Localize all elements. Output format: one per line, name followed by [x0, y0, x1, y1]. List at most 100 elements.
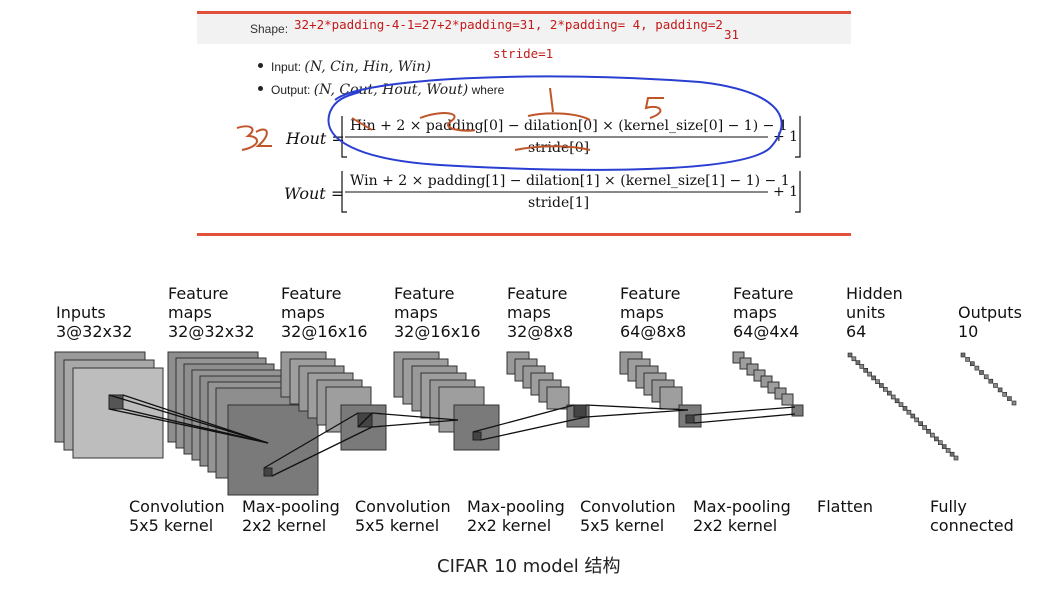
unit-cell	[979, 370, 984, 375]
fmap-64x8-stack	[619, 351, 702, 428]
unit-cell	[969, 361, 975, 367]
bullet-dot	[258, 63, 263, 69]
unit-cell	[851, 356, 857, 362]
w-formula-plus: + 1	[773, 184, 799, 200]
layer-line2: maps	[507, 303, 551, 322]
op-line1: Convolution	[580, 497, 676, 516]
unit-cell	[974, 365, 980, 371]
op-label-pool-2: Max-pooling 2x2 kernel	[467, 497, 565, 535]
inputs-stack	[54, 351, 164, 459]
unit-cell	[914, 417, 920, 423]
layer-line2: 10	[958, 322, 979, 341]
hand-32-3	[236, 125, 258, 151]
unit-cell	[922, 425, 927, 430]
input-prefix: Input:	[271, 60, 302, 74]
h-right-bracket	[795, 116, 801, 158]
layer-line2: units	[846, 303, 886, 322]
input-math: (N, Cin, Hin, Win)	[304, 59, 431, 75]
op-line1: Max-pooling	[242, 497, 340, 516]
layer-label-fmap-64x4: Feature maps 64@4x4	[733, 284, 799, 341]
layer-line3: 64	[846, 322, 867, 341]
op-line1: Max-pooling	[467, 497, 565, 516]
h-left-bracket	[341, 116, 347, 158]
unit-cell	[949, 451, 955, 457]
op-line2: 2x2 kernel	[467, 516, 552, 535]
figure-caption: CIFAR 10 model 结构	[437, 556, 621, 577]
layer-line2: maps	[620, 303, 664, 322]
layer-line2: maps	[168, 303, 212, 322]
layer-line1: Feature	[394, 284, 455, 303]
output-suffix: where	[471, 83, 505, 97]
op-label-conv-3: Convolution 5x5 kernel	[580, 497, 676, 535]
unit-cell	[871, 375, 876, 381]
unit-cell	[1007, 396, 1012, 401]
unit-cell	[930, 432, 935, 438]
op-label-conv-2: Convolution 5x5 kernel	[355, 497, 451, 535]
layer-label-fmap-32x16b: Feature maps 32@16x16	[394, 284, 481, 341]
unit-cell	[867, 371, 872, 377]
unit-cell	[965, 357, 970, 362]
h-formula-lhs: Hout =	[286, 129, 345, 148]
unit-cell	[983, 374, 989, 380]
h-formula-denominator: stride[0]	[528, 140, 590, 156]
input-bullet: Input: (N, Cin, Hin, Win)	[258, 59, 431, 75]
unit-cell	[997, 387, 1003, 393]
layer-label-inputs: Inputs 3@32x32	[56, 303, 132, 341]
op-line2: connected	[930, 516, 1014, 535]
unit-cell	[918, 421, 924, 427]
unit-cell	[945, 448, 951, 453]
op-label-fully-connected: Fully connected	[930, 497, 1014, 535]
layer-line1: Outputs	[958, 303, 1022, 322]
fmap-32x16b-stack	[393, 351, 500, 451]
unit-cell	[910, 413, 916, 419]
op-line1: Flatten	[817, 497, 873, 516]
layer-line3: 32@8x8	[507, 322, 574, 341]
unit-cell	[988, 378, 994, 384]
unit-cell	[993, 383, 998, 388]
layer-label-fmap-32x16: Feature maps 32@16x16	[281, 284, 368, 341]
op-label-flatten: Flatten	[817, 497, 873, 516]
layer-line1: Feature	[168, 284, 229, 303]
unit-cell	[875, 379, 880, 385]
unit-cell	[1002, 391, 1008, 397]
output-prefix: Output:	[271, 83, 311, 97]
fmap-64x4-stack	[732, 351, 804, 417]
layer-line2: maps	[394, 303, 438, 322]
w-left-bracket	[341, 171, 347, 213]
output-units-column	[960, 352, 1017, 406]
unit-cell	[859, 364, 865, 369]
bottom-divider	[197, 233, 851, 236]
bullet-dot	[258, 86, 263, 92]
layer-line2: maps	[733, 303, 777, 322]
op-line2: 5x5 kernel	[129, 516, 214, 535]
shape-label: Shape:	[250, 22, 289, 36]
op-label-pool-1: Max-pooling 2x2 kernel	[242, 497, 340, 535]
unit-cell	[1011, 400, 1017, 406]
op-line1: Convolution	[355, 497, 451, 516]
unit-cell	[898, 402, 904, 407]
unit-cell	[906, 409, 912, 415]
value-31-annotation: 31	[724, 27, 740, 42]
layer-line3: 64@4x4	[733, 322, 800, 341]
w-formula-lhs: Wout =	[284, 184, 345, 203]
layer-line1: Feature	[507, 284, 568, 303]
layer-line3: 32@16x16	[394, 322, 481, 341]
unit-cell	[847, 352, 853, 358]
unit-cell	[926, 428, 931, 434]
unit-cell	[934, 436, 939, 442]
equation-annotation: 32+2*padding-4-1=27+2*padding=31, 2*padd…	[294, 17, 723, 32]
op-line2: 5x5 kernel	[355, 516, 440, 535]
layer-line1: Feature	[733, 284, 794, 303]
fmap-32x16-stack	[280, 351, 387, 451]
layer-label-hidden: Hidden units 64	[846, 284, 903, 341]
layer-label-fmap-32x32: Feature maps 32@32x32	[168, 284, 255, 341]
op-line2: 2x2 kernel	[242, 516, 327, 535]
op-line1: Max-pooling	[693, 497, 791, 516]
layer-line2: maps	[281, 303, 325, 322]
hand-2-padding	[419, 112, 476, 132]
w-right-bracket	[795, 171, 801, 213]
hand-1	[549, 87, 554, 113]
layer-line3: 64@8x8	[620, 322, 687, 341]
layer-line1: Hidden	[846, 284, 903, 303]
